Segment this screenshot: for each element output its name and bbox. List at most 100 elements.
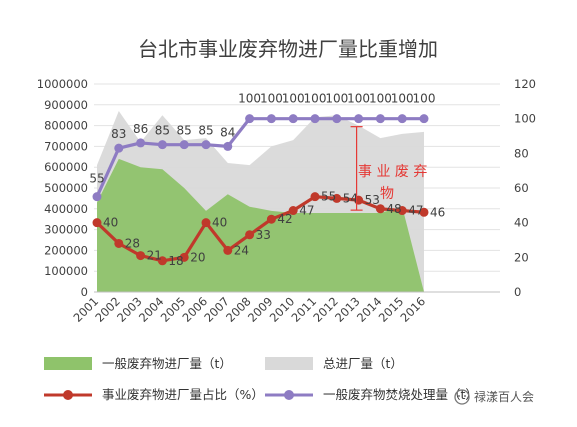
marker-incineration	[397, 114, 407, 124]
y-left-tick-label: 100000	[44, 264, 88, 278]
y-left-tick-label: 300000	[44, 223, 88, 237]
wechat-icon-eye-right	[464, 395, 466, 397]
data-label-business-ratio: 33	[256, 228, 271, 242]
data-label-business-ratio: 54	[343, 191, 358, 205]
y-left-tick-label: 900000	[44, 98, 88, 112]
watermark: 禄漾百人会	[454, 389, 534, 405]
line-business-ratio	[95, 195, 425, 263]
marker-incineration	[136, 138, 146, 148]
marker-business-ratio	[245, 230, 255, 240]
data-label-incineration: 100	[347, 92, 370, 106]
y-left-tick-label: 500000	[44, 181, 88, 195]
marker-incineration	[223, 141, 233, 151]
data-label-business-ratio: 40	[212, 216, 227, 230]
marker-business-ratio	[397, 206, 407, 216]
data-label-incineration: 100	[304, 92, 327, 106]
marker-business-ratio	[419, 207, 429, 217]
y-left-tick-label: 1000000	[37, 77, 88, 91]
marker-incineration	[354, 114, 364, 124]
data-label-incineration: 100	[413, 92, 436, 106]
marker-business-ratio	[201, 218, 211, 228]
y-right-tick-label: 100	[514, 112, 536, 126]
marker-business-ratio	[157, 256, 167, 266]
data-label-incineration: 100	[369, 92, 392, 106]
marker-incineration	[245, 114, 255, 124]
y-left-tick-label: 400000	[44, 202, 88, 216]
data-labels: 40 28 21 18 20 40 24 33 42 47 55 54 53 48 47 46 55 83 86 85…	[89, 92, 445, 268]
data-label-business-ratio: 18	[168, 254, 183, 268]
data-label-incineration: 85	[198, 124, 213, 138]
marker-incineration	[310, 114, 320, 124]
marker-business-ratio	[288, 206, 298, 216]
data-label-business-ratio: 42	[277, 212, 292, 226]
data-label-business-ratio: 47	[408, 204, 423, 218]
data-label-incineration: 55	[89, 172, 104, 186]
marker-incineration	[92, 192, 102, 202]
marker-business-ratio	[266, 214, 276, 224]
legend-swatch-general-waste	[44, 357, 92, 370]
y-left-tick-label: 800000	[44, 119, 88, 133]
marker-business-ratio	[310, 192, 320, 202]
line-incineration	[95, 117, 424, 198]
data-label-business-ratio: 40	[103, 216, 118, 230]
marker-incineration	[266, 114, 276, 124]
data-label-incineration: 100	[325, 92, 348, 106]
marker-incineration	[179, 140, 189, 150]
watermark-text: 禄漾百人会	[474, 389, 534, 404]
annotation-text-line1: 事 业 废 弃	[358, 164, 427, 180]
y-right-tick-label: 0	[514, 285, 521, 299]
y-left-tick-label: 200000	[44, 243, 88, 257]
marker-incineration	[419, 114, 429, 124]
legend-label-general-waste: 一般废弃物进厂量（t）	[102, 356, 232, 371]
marker-business-ratio	[114, 238, 124, 248]
legend: 一般废弃物进厂量（t） 总进厂量（t） 事业废弃物进厂量占比（%） 一般废弃物焚…	[44, 356, 478, 402]
marker-incineration	[332, 114, 342, 124]
data-label-business-ratio: 20	[190, 250, 205, 264]
annotation: 事 业 废 弃 物	[350, 126, 427, 211]
data-label-business-ratio: 28	[125, 236, 140, 250]
legend-label-incineration: 一般废弃物焚烧处理量（t）	[323, 387, 478, 402]
data-label-incineration: 100	[260, 92, 283, 106]
legend-marker-incineration	[284, 390, 294, 400]
data-label-incineration: 85	[155, 124, 170, 138]
marker-business-ratio	[332, 193, 342, 203]
y-right-tick-label: 60	[514, 181, 529, 195]
marker-business-ratio	[136, 251, 146, 261]
line-series	[92, 114, 429, 266]
legend-marker-business-ratio	[63, 390, 73, 400]
chart-title: 台北市事业废弃物进厂量比重增加	[138, 37, 438, 61]
marker-incineration	[157, 140, 167, 150]
data-label-business-ratio: 48	[386, 202, 401, 216]
marker-business-ratio	[92, 218, 102, 228]
data-label-business-ratio: 46	[430, 205, 445, 219]
data-label-business-ratio: 21	[147, 249, 162, 263]
data-label-incineration: 100	[238, 92, 261, 106]
data-label-incineration: 100	[282, 92, 305, 106]
legend-label-total: 总进厂量（t）	[323, 356, 403, 371]
data-label-incineration: 84	[220, 125, 235, 139]
wechat-icon-eye-left	[458, 395, 460, 397]
marker-business-ratio	[223, 245, 233, 255]
y-right-tick-label: 120	[514, 77, 536, 91]
marker-incineration	[114, 143, 124, 153]
y-right-tick-label: 80	[514, 146, 529, 160]
data-label-incineration: 85	[177, 124, 192, 138]
wechat-icon	[454, 389, 470, 405]
data-label-business-ratio: 55	[321, 190, 336, 204]
y-left-tick-label: 600000	[44, 160, 88, 174]
data-label-incineration: 100	[391, 92, 414, 106]
data-label-incineration: 83	[111, 127, 126, 141]
y-right-tick-label: 20	[514, 250, 529, 264]
legend-swatch-total	[265, 357, 313, 370]
marker-incineration	[375, 114, 385, 124]
annotation-text-line2: 物	[380, 186, 394, 202]
data-label-incineration: 86	[133, 122, 148, 136]
marker-business-ratio	[179, 252, 189, 262]
marker-incineration	[288, 114, 298, 124]
data-label-business-ratio: 47	[299, 204, 314, 218]
marker-incineration	[201, 140, 211, 150]
y-left-tick-label: 0	[81, 285, 88, 299]
data-label-business-ratio: 53	[365, 193, 380, 207]
